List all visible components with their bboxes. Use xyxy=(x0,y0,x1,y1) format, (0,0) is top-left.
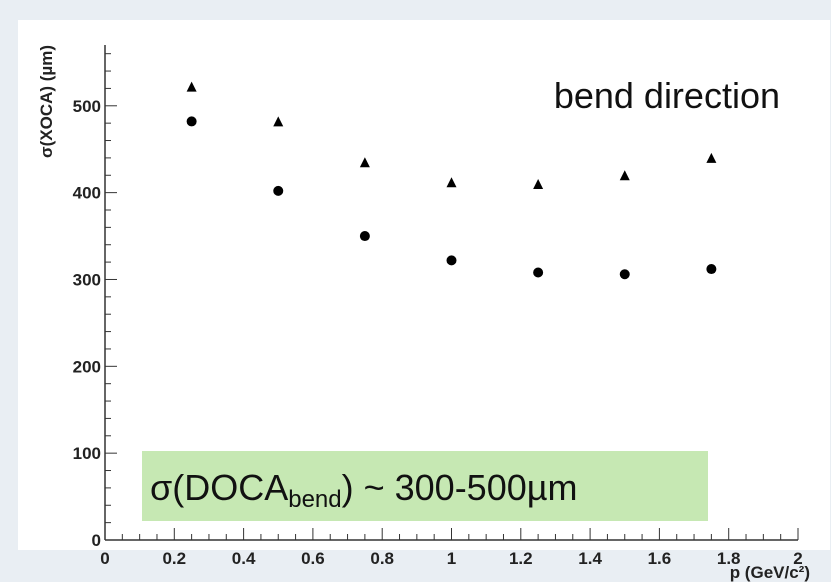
x-tick-label: 0 xyxy=(100,549,109,568)
y-tick-label: 200 xyxy=(73,357,101,376)
y-tick-label: 400 xyxy=(73,184,101,203)
circle-point xyxy=(533,267,544,278)
y-tick-label: 100 xyxy=(73,444,101,463)
triangle-point xyxy=(446,177,457,188)
y-tick-label: 500 xyxy=(73,97,101,116)
formula-prefix: σ(DOCA xyxy=(150,467,288,508)
y-tick-label: 0 xyxy=(92,531,101,550)
y-tick-label: 300 xyxy=(73,270,101,289)
x-tick-label: 0.2 xyxy=(162,549,186,568)
axes xyxy=(104,45,799,541)
formula-subscript: bend xyxy=(288,486,341,513)
x-tick-labels: 0 0.2 0.4 0.6 0.8 1 1.2 1.4 1.6 1.8 2 xyxy=(100,549,802,568)
triangle-point xyxy=(359,157,370,168)
x-tick-label: 0.8 xyxy=(370,549,394,568)
x-tick-label: 1 xyxy=(447,549,456,568)
x-tick-label: 1.2 xyxy=(509,549,533,568)
circle-point xyxy=(446,255,457,266)
bend-direction-annotation: bend direction xyxy=(554,75,780,116)
triangle-point xyxy=(186,81,197,92)
triangle-point xyxy=(533,178,544,189)
formula-text: σ(DOCAbend) ~ 300-500µm xyxy=(150,467,577,513)
circle-point xyxy=(359,231,370,242)
x-tick-label: 2 xyxy=(793,549,802,568)
x-tick-label: 1.8 xyxy=(717,549,741,568)
x-tick-label: 0.4 xyxy=(232,549,256,568)
circle-point xyxy=(186,116,197,127)
circle-point xyxy=(706,264,717,275)
x-tick-label: 1.6 xyxy=(648,549,672,568)
formula-suffix: ) ~ 300-500µm xyxy=(342,467,578,508)
x-axis-title: p (GeV/c²) xyxy=(730,563,810,582)
circle-point xyxy=(273,185,284,196)
x-tick-label: 0.6 xyxy=(301,549,325,568)
y-axis-title: σ(XOCA) (µm) xyxy=(37,45,56,158)
y-tick-labels: 0 100 200 300 400 500 xyxy=(73,97,101,550)
circle-point xyxy=(619,269,630,280)
triangle-point xyxy=(619,170,630,181)
triangle-point xyxy=(706,152,717,163)
formula-box xyxy=(142,451,708,521)
x-tick-label: 1.4 xyxy=(578,549,602,568)
data-markers xyxy=(186,81,717,280)
triangle-point xyxy=(273,116,284,127)
